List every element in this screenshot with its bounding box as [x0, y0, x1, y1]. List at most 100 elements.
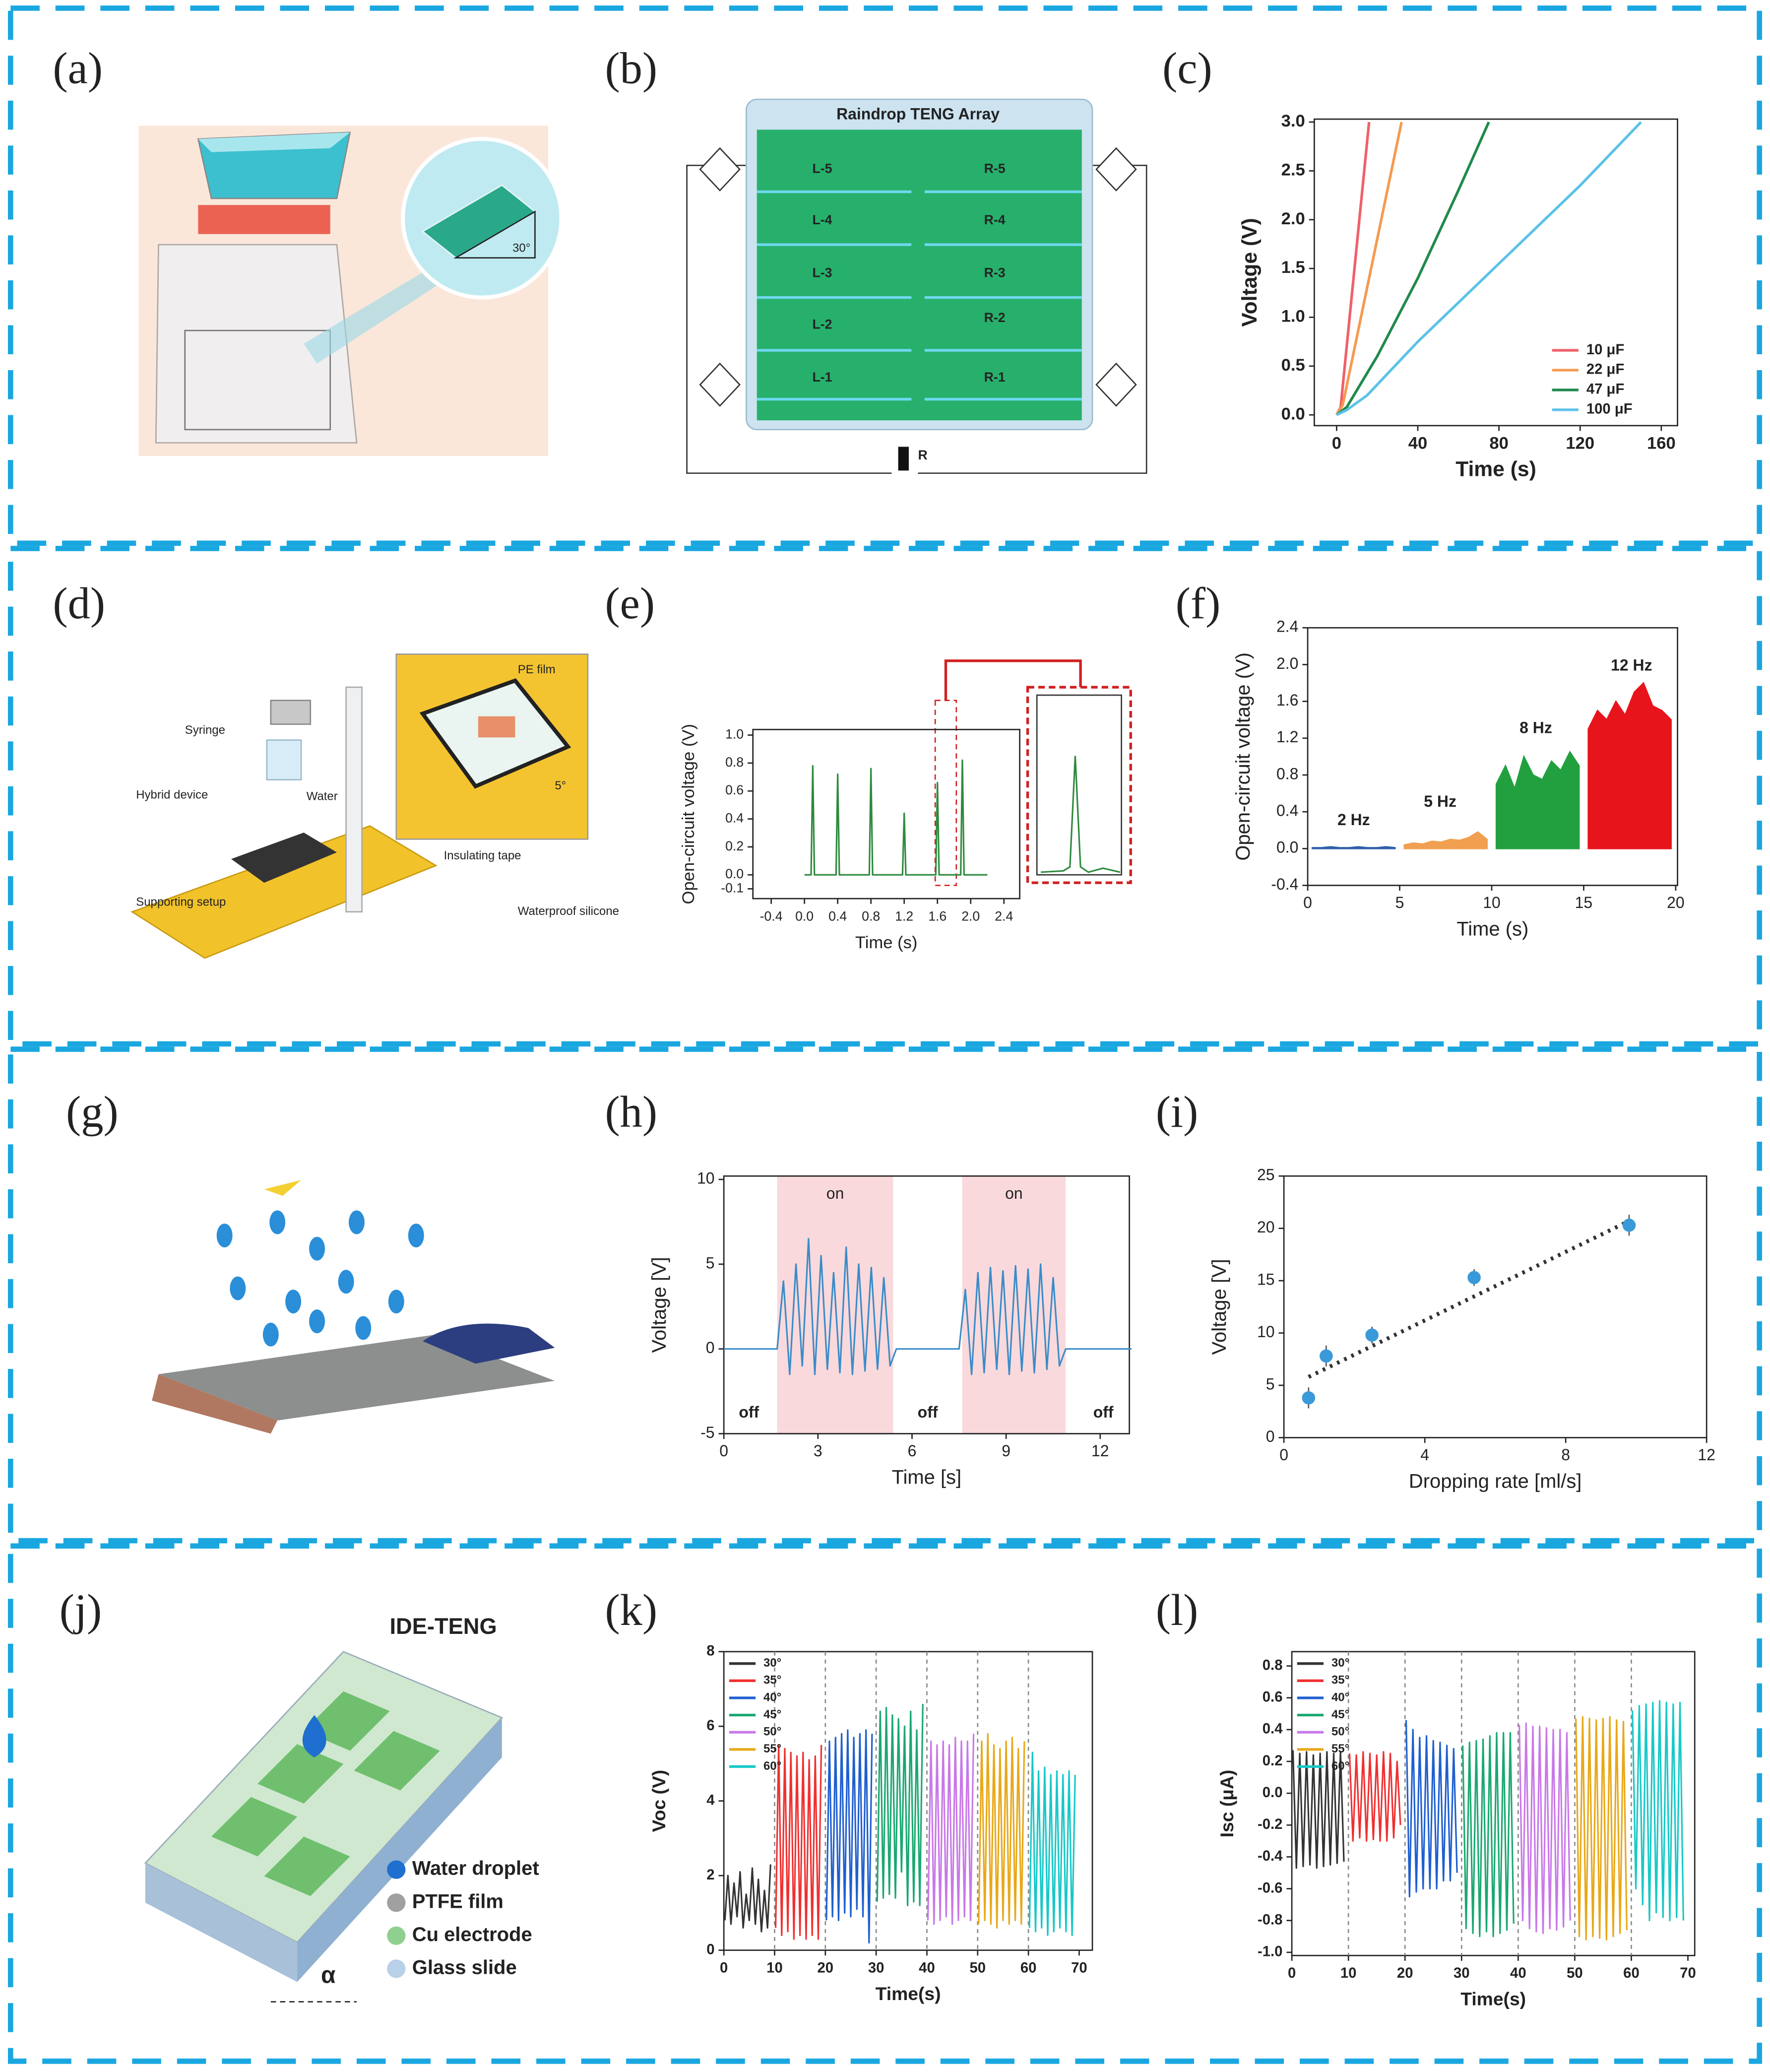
row-frame: [7, 1543, 1763, 2064]
series-line: [724, 1238, 1132, 1375]
y-tick-label: -0.6: [1258, 1879, 1282, 1896]
zoom-inset: [934, 659, 1132, 886]
legend-label: 55°: [763, 1742, 781, 1755]
x-axis-label: Time(s): [1460, 1989, 1526, 2009]
series-line: [804, 759, 988, 876]
legend-label: 50°: [763, 1725, 781, 1739]
row-frame: [7, 5, 1763, 546]
series-line: [876, 1704, 924, 1906]
y-tick-label: 15: [1257, 1271, 1275, 1289]
panel-labels: (a) (b) (c) (d) (e) (f) (g) (h) (i) (j) …: [53, 43, 1221, 1635]
legend-swatch: [387, 1893, 406, 1912]
y-tick-label: 20: [1257, 1218, 1275, 1236]
y-tick-label: 5: [1266, 1375, 1275, 1393]
series-line: [1461, 1732, 1515, 1938]
y-tick-label: -0.1: [721, 880, 744, 895]
y-axis-label: Voc (V): [648, 1770, 669, 1832]
cell-label: R-5: [984, 161, 1006, 176]
y-tick-label: -5: [700, 1424, 714, 1441]
y-axis-label: Open-circuit voltage (V): [1232, 652, 1254, 861]
annotation: off: [739, 1403, 759, 1421]
legend-label: 35°: [1331, 1674, 1349, 1687]
x-tick-label: 9: [1002, 1442, 1011, 1460]
y-tick-label: 0.2: [1263, 1752, 1283, 1769]
label: Water: [307, 789, 338, 803]
x-axis-label: Dropping rate [ml/s]: [1409, 1471, 1581, 1492]
plot-frame: [1307, 627, 1678, 886]
x-tick-label: 70: [1680, 1965, 1696, 1981]
region-label: on: [1005, 1184, 1023, 1202]
label: Waterproof silicone: [518, 905, 619, 918]
diagram-d: Syringe Water Hybrid device Supporting s…: [130, 653, 619, 959]
series-line: [825, 1729, 873, 1944]
cell-label: L-3: [813, 265, 832, 280]
rectifier: [1095, 362, 1137, 407]
legend-label: 40°: [763, 1690, 781, 1704]
resistor-label: R: [918, 448, 928, 462]
x-tick-label: 0.0: [795, 908, 814, 923]
annotation: off: [1093, 1403, 1114, 1421]
y-tick-label: 0.4: [1276, 802, 1298, 820]
angle-triangle: [453, 210, 536, 259]
series-line: [1292, 1750, 1345, 1869]
syringe: [270, 700, 312, 725]
x-tick-label: 1.2: [895, 908, 913, 923]
x-tick-label: 5: [1395, 894, 1404, 911]
cell-label: R-4: [984, 212, 1006, 227]
x-tick-label: 15: [1575, 894, 1593, 911]
x-tick-label: 30: [1454, 1965, 1470, 1981]
y-axis-label: Isc (μA): [1216, 1770, 1237, 1838]
legend: Water droplet PTFE film Cu electrode Gla…: [412, 1858, 539, 1979]
label: Supporting setup: [136, 895, 226, 908]
legend-label: Glass slide: [412, 1956, 517, 1978]
x-tick-label: 3: [814, 1442, 822, 1460]
diagram-b: Raindrop TENG Array L-5 L-4 L-3 L-2 L-1 …: [686, 98, 1147, 474]
raindrops: [216, 1210, 424, 1347]
y-tick-label: -0.4: [1258, 1848, 1283, 1864]
series-line: [1028, 1751, 1076, 1937]
x-tick-label: 80: [1489, 434, 1509, 453]
y-tick-label: 1.0: [725, 727, 744, 742]
y-tick-label: 1.0: [1281, 307, 1305, 326]
y-tick-label: -0.4: [1271, 875, 1298, 893]
x-tick-label: 0: [1279, 1446, 1288, 1464]
annotation: 5 Hz: [1424, 792, 1456, 810]
y-tick-label: 4: [706, 1792, 715, 1808]
y-tick-label: 10: [697, 1169, 715, 1187]
x-tick-label: 20: [1397, 1965, 1413, 1981]
x-tick-label: 2.4: [995, 908, 1013, 923]
point: [1622, 1219, 1636, 1232]
y-tick-label: 0: [706, 1339, 715, 1357]
y-tick-label: 0.2: [725, 839, 744, 853]
y-tick-label: 2.5: [1281, 161, 1305, 180]
label: 5°: [555, 779, 566, 792]
series-line: [1335, 122, 1403, 416]
series-area: [1403, 831, 1488, 849]
x-tick-label: 30: [868, 1960, 885, 1976]
x-tick-label: 40: [919, 1960, 935, 1976]
x-axis-label: Time [s]: [892, 1467, 962, 1489]
diagram-a: 30°: [138, 126, 564, 456]
pe-film: [478, 716, 515, 738]
y-tick-label: 3.0: [1281, 112, 1305, 130]
panel-label: (l): [1156, 1585, 1198, 1635]
y-tick-label: 2.0: [1276, 654, 1298, 672]
series-area: [1311, 846, 1396, 849]
legend-label: 40°: [1331, 1690, 1349, 1704]
legend-label: 45°: [1331, 1708, 1349, 1721]
series-line: [774, 1744, 822, 1940]
y-tick-label: 8: [706, 1643, 714, 1659]
point: [1320, 1349, 1333, 1363]
plot-frame: [752, 728, 1020, 900]
diagram-j: IDE-TENG α Water droplet PTFE film Cu el…: [144, 1614, 539, 2003]
angle-label: 30°: [512, 241, 530, 255]
cell-labels: L-5 L-4 L-3 L-2 L-1 R-5 R-4 R-3 R-2 R-1: [813, 161, 1006, 385]
y-axis-label: Voltage [V]: [648, 1257, 670, 1353]
beam: [304, 264, 449, 364]
x-tick-label: 60: [1623, 1965, 1640, 1981]
x-tick-label: 0: [720, 1960, 728, 1976]
zoom-frame: [1026, 686, 1132, 884]
droplet: [302, 1715, 326, 1757]
label: Syringe: [185, 723, 225, 737]
y-axis-label: Voltage (V): [1238, 218, 1262, 326]
